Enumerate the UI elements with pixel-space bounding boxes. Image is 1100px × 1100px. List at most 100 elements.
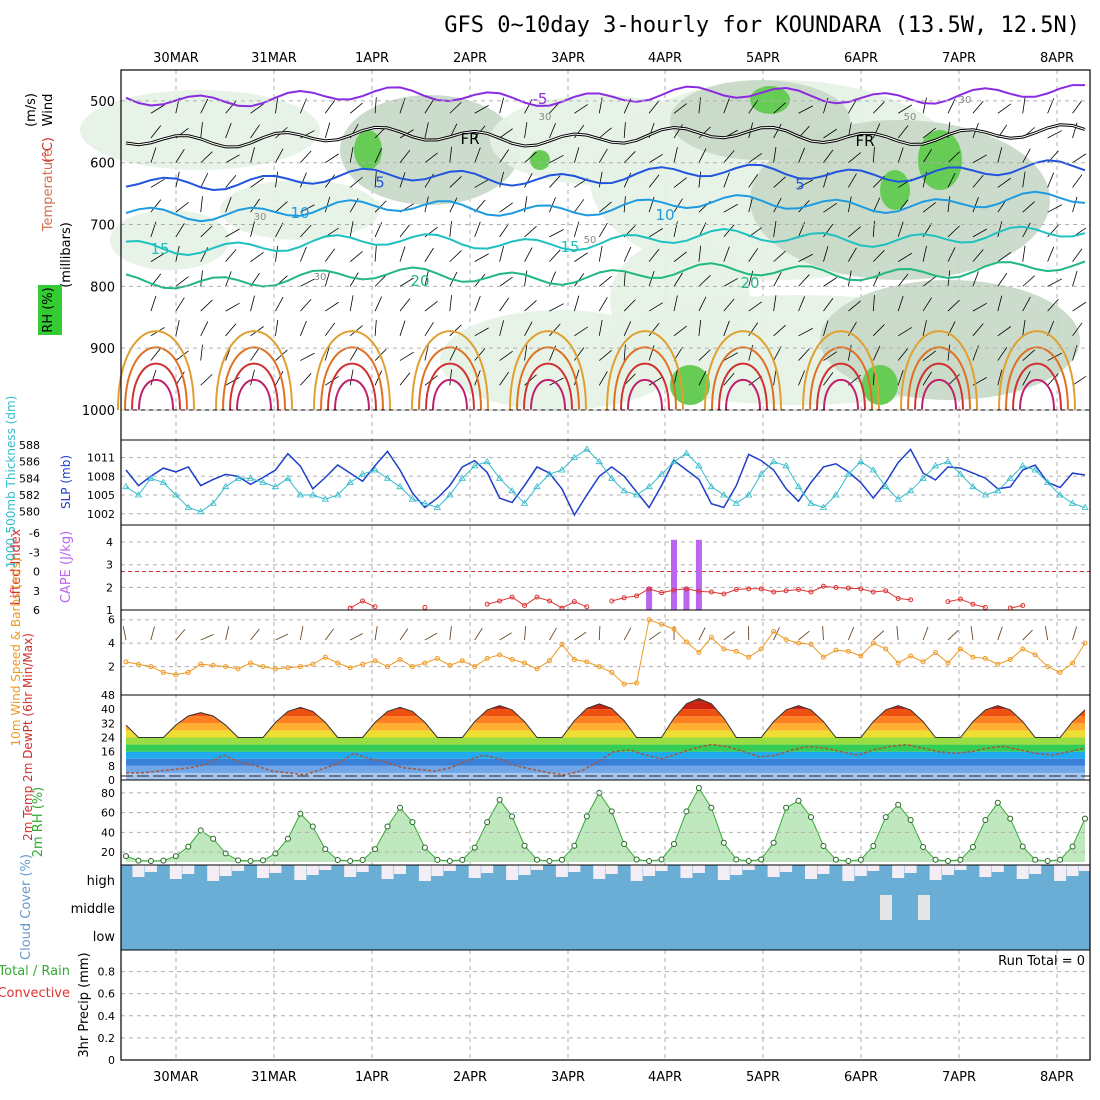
wind-barb	[848, 99, 857, 114]
y-tick-label: 700	[90, 219, 115, 234]
y-tick-label-li: 6	[33, 604, 40, 617]
y-tick-label-temp: 32	[101, 717, 115, 730]
wind-barb-10m	[970, 626, 974, 641]
thickness-point	[969, 482, 977, 490]
wind-barb	[897, 221, 904, 238]
wind-barb	[823, 277, 837, 287]
wind-barb	[1072, 153, 1087, 164]
wind-barb	[574, 326, 588, 337]
wind-barb	[748, 153, 762, 164]
rh-point	[546, 858, 553, 865]
wind-speed-point	[223, 664, 229, 670]
rh-point	[496, 796, 503, 803]
cloud-gap	[805, 865, 817, 879]
cloud-gap	[918, 895, 930, 920]
wind-speed-point	[1082, 640, 1088, 646]
y-axis-label-rh: 2m RH (%)	[31, 787, 46, 858]
wind-speed-point	[422, 660, 428, 666]
wind-barb	[200, 344, 203, 361]
cloud-gap	[506, 865, 519, 880]
cloud-gap	[531, 865, 543, 870]
rh-point	[446, 858, 453, 865]
thickness-point	[707, 482, 716, 490]
cloud-gap	[182, 865, 195, 874]
wind-speed-point	[733, 648, 739, 654]
rh-point	[783, 804, 790, 811]
lifted-index-point	[372, 604, 378, 610]
wind-barb	[150, 104, 165, 114]
wind-barb	[250, 198, 260, 213]
isotherm-label: FR	[460, 130, 479, 148]
cloud-gap	[904, 865, 917, 873]
panels: 30MAR 30MAR 31MAR 31MAR 1APR 1APR 2APR 2APR 3APR…	[0, 51, 1091, 1085]
wind-barb	[324, 174, 336, 188]
wind-barb	[1072, 376, 1087, 386]
wind-speed-point	[970, 654, 976, 660]
wind-barb	[823, 223, 834, 238]
wind-barb	[1022, 171, 1026, 188]
thickness-point	[794, 482, 803, 490]
wind-barb	[997, 272, 1008, 287]
rh-point	[147, 858, 154, 865]
temperature-loop	[411, 330, 489, 411]
wind-barb	[648, 323, 660, 337]
wind-speed-point	[484, 655, 490, 661]
x-tick-label-bottom: 7APR	[942, 1070, 976, 1085]
wind-barb	[997, 221, 1003, 238]
wind-barb	[275, 201, 288, 213]
wind-barb	[947, 344, 951, 361]
y-tick-label-temp: 0	[108, 774, 115, 787]
wind-barb	[499, 246, 504, 262]
wind-barb	[648, 153, 663, 164]
temperature-loop	[725, 379, 761, 411]
lifted-index-point	[534, 594, 540, 600]
wind-barb	[1047, 224, 1059, 238]
temperature-loop	[809, 346, 873, 411]
wind-barb	[250, 369, 255, 386]
wind-speed-point	[173, 672, 179, 678]
wind-barb	[374, 296, 383, 312]
temperature-loop	[1005, 346, 1069, 411]
y-tick-label-wind: 2	[108, 661, 115, 674]
rh-point	[384, 823, 391, 830]
wind-barb	[1022, 319, 1026, 336]
temperature-loop	[334, 379, 370, 411]
x-tick-label-bottom: 4APR	[648, 1070, 682, 1085]
rh-point	[882, 814, 889, 821]
wind-barb	[598, 371, 608, 386]
rh-point	[583, 813, 590, 820]
cloud-gap	[817, 865, 830, 874]
wind-barb-10m	[499, 632, 512, 641]
y-tick-label: 800	[90, 280, 115, 295]
wind-barb	[897, 369, 904, 386]
y-tick-label-precip: 0.2	[98, 1032, 116, 1045]
wind-barb-10m	[1022, 629, 1033, 641]
wind-barb	[599, 350, 612, 361]
x-tick-label-bottom: 31MAR	[251, 1070, 297, 1085]
wind-barb	[449, 146, 452, 163]
wind-barb	[524, 300, 537, 312]
wind-barb	[399, 246, 406, 262]
x-tick-label-top: 7APR	[942, 51, 976, 66]
wind-barb	[748, 196, 754, 213]
y-axis-label: (millibars)	[59, 222, 74, 288]
isotherm-line-inner	[125, 124, 1086, 148]
wind-barb	[748, 301, 762, 312]
cloud-gap	[717, 865, 730, 880]
wind-barb	[922, 127, 937, 139]
rh-point	[197, 827, 204, 834]
rh-area	[126, 788, 1085, 862]
wind-barb	[150, 178, 165, 188]
wind-barb	[349, 295, 354, 312]
rh-point	[845, 858, 852, 865]
thickness-point	[819, 503, 828, 510]
wind-barb	[673, 325, 687, 337]
thickness-point	[869, 466, 877, 473]
wind-barb	[947, 151, 960, 164]
thickness-point	[446, 491, 454, 498]
temperature-loop	[530, 379, 566, 411]
y-tick-label-rh: 40	[101, 826, 115, 839]
dewpoint-line	[126, 743, 1086, 776]
wind-barb	[1022, 201, 1035, 213]
wind-barb	[997, 251, 1012, 262]
